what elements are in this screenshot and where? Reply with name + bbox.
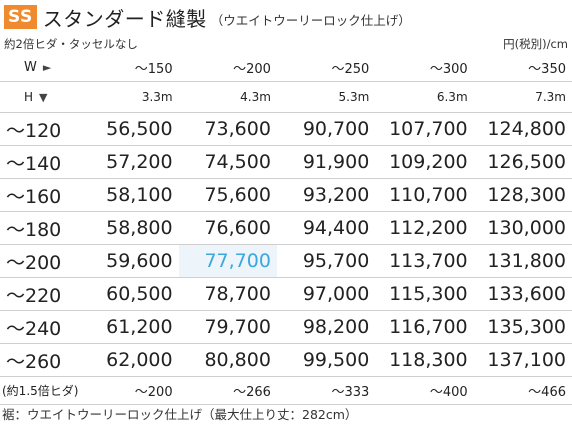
width-cell: ～200 xyxy=(178,54,277,82)
fabric-length-row: H ▼ 3.3m 4.3m 5.3m 6.3m 7.3m xyxy=(0,81,572,113)
price-cell: 124,800 xyxy=(473,112,572,146)
price-row: ～140 57,200 74,500 91,900 109,200 126,50… xyxy=(0,145,572,179)
price-cell: 131,800 xyxy=(473,244,572,278)
price-cell: 109,200 xyxy=(375,145,474,179)
height-cell: ～120 xyxy=(0,112,81,146)
length-cell: 3.3m xyxy=(80,81,179,113)
width-cell: ～350 xyxy=(473,54,572,82)
price-cell: 94,400 xyxy=(276,211,376,245)
price-row: ～120 56,500 73,600 90,700 107,700 124,80… xyxy=(0,112,572,146)
price-cell: 91,900 xyxy=(276,145,376,179)
pleat-width-row: (約1.5倍ヒダ) ～200 ～266 ～333 ～400 ～466 xyxy=(0,376,572,405)
price-row: ～180 58,800 76,600 94,400 112,200 130,00… xyxy=(0,211,572,245)
price-cell: 58,800 xyxy=(80,211,179,245)
price-cell: 133,600 xyxy=(473,277,572,311)
price-cell-highlighted: 77,700 xyxy=(178,244,277,278)
price-row: ～200 59,600 77,700 95,700 113,700 131,80… xyxy=(0,244,572,278)
pleat-width-cell: ～466 xyxy=(473,376,572,405)
price-cell: 79,700 xyxy=(178,310,277,344)
price-cell: 128,300 xyxy=(473,178,572,212)
unit-note: 円(税別)/cm xyxy=(503,37,568,51)
length-cell: 6.3m xyxy=(375,81,474,113)
price-row: ～160 58,100 75,600 93,200 110,700 128,30… xyxy=(0,178,572,212)
price-cell: 60,500 xyxy=(80,277,179,311)
price-cell: 130,000 xyxy=(473,211,572,245)
price-cell: 113,700 xyxy=(375,244,474,278)
price-cell: 58,100 xyxy=(80,178,179,212)
arrow-down-icon: ▼ xyxy=(39,91,48,104)
width-cell: ～150 xyxy=(80,54,179,82)
price-row: ～260 62,000 80,800 99,500 118,300 137,10… xyxy=(0,343,572,377)
price-cell: 95,700 xyxy=(276,244,376,278)
length-cell: 5.3m xyxy=(276,81,376,113)
price-cell: 57,200 xyxy=(80,145,179,179)
price-cell: 78,700 xyxy=(178,277,277,311)
subheader: 約2倍ヒダ・タッセルなし 円(税別)/cm xyxy=(4,36,568,52)
highlighted-price: 77,700 xyxy=(204,250,271,272)
header: SS スタンダード縫製 （ウエイトウーリーロック仕上げ） xyxy=(4,4,411,31)
hem-note: 裾：ウエイトウーリーロック仕上げ（最大仕上り丈：282cm） xyxy=(2,407,358,422)
price-cell: 99,500 xyxy=(276,343,376,377)
pleat-width-cell: ～200 xyxy=(80,376,179,405)
height-cell: ～240 xyxy=(0,310,81,344)
pleat-width-cell: ～400 xyxy=(375,376,474,405)
width-cell: ～300 xyxy=(375,54,474,82)
height-cell: ～260 xyxy=(0,343,81,377)
arrow-right-icon: ► xyxy=(42,61,52,74)
price-cell: 135,300 xyxy=(473,310,572,344)
price-cell: 62,000 xyxy=(80,343,179,377)
height-cell: ～180 xyxy=(0,211,81,245)
ss-badge: SS xyxy=(4,5,37,29)
height-label-cell: H ▼ xyxy=(0,81,81,113)
height-cell: ～160 xyxy=(0,178,81,212)
pleat-width-cell: ～333 xyxy=(276,376,376,405)
width-label: W xyxy=(24,60,37,75)
width-header-row: W ► ～150 ～200 ～250 ～300 ～350 xyxy=(0,54,572,82)
price-cell: 107,700 xyxy=(375,112,474,146)
price-cell: 73,600 xyxy=(178,112,277,146)
price-cell: 118,300 xyxy=(375,343,474,377)
page-title: スタンダード縫製 xyxy=(42,6,207,31)
width-cell: ～250 xyxy=(276,54,376,82)
price-cell: 137,100 xyxy=(473,343,572,377)
height-cell: ～200 xyxy=(0,244,81,278)
price-cell: 98,200 xyxy=(276,310,376,344)
price-cell: 112,200 xyxy=(375,211,474,245)
height-cell: ～220 xyxy=(0,277,81,311)
price-cell: 116,700 xyxy=(375,310,474,344)
price-cell: 97,000 xyxy=(276,277,376,311)
height-cell: ～140 xyxy=(0,145,81,179)
price-cell: 90,700 xyxy=(276,112,376,146)
price-cell: 74,500 xyxy=(178,145,277,179)
price-cell: 59,600 xyxy=(80,244,179,278)
price-cell: 61,200 xyxy=(80,310,179,344)
price-cell: 126,500 xyxy=(473,145,572,179)
height-label: H xyxy=(24,90,34,104)
pleat-width-cell: ～266 xyxy=(178,376,277,405)
price-cell: 93,200 xyxy=(276,178,376,212)
price-cell: 115,300 xyxy=(375,277,474,311)
length-cell: 4.3m xyxy=(178,81,277,113)
price-row: ～240 61,200 79,700 98,200 116,700 135,30… xyxy=(0,310,572,344)
price-table: W ► ～150 ～200 ～250 ～300 ～350 H ▼ 3.3m 4.3m… xyxy=(0,54,572,405)
length-cell: 7.3m xyxy=(473,81,572,113)
page-subtitle: （ウエイトウーリーロック仕上げ） xyxy=(210,12,411,28)
price-cell: 75,600 xyxy=(178,178,277,212)
price-cell: 56,500 xyxy=(80,112,179,146)
price-cell: 76,600 xyxy=(178,211,277,245)
pleat-label: (約1.5倍ヒダ) xyxy=(0,376,81,405)
price-cell: 110,700 xyxy=(375,178,474,212)
pleat-note: 約2倍ヒダ・タッセルなし xyxy=(4,37,138,51)
price-cell: 80,800 xyxy=(178,343,277,377)
width-label-cell: W ► xyxy=(0,54,81,82)
price-row: ～220 60,500 78,700 97,000 115,300 133,60… xyxy=(0,277,572,311)
